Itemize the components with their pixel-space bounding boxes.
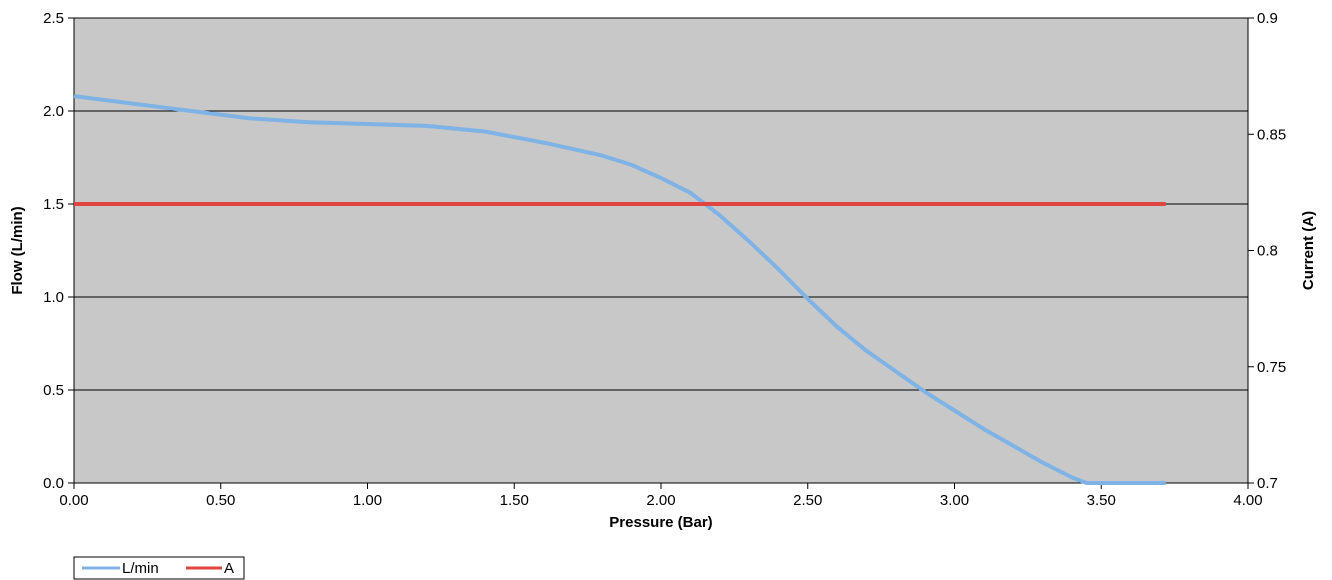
legend: L/min A (73, 556, 245, 580)
series-lines (73, 94, 1166, 485)
y2-tick-label: 0.75 (1257, 359, 1286, 376)
x-tick-label: 1.00 (353, 492, 382, 509)
y2-tick-label: 0.9 (1257, 10, 1278, 27)
x-tick-label: 2.00 (646, 492, 675, 509)
tick-labels: 0.0 0.5 1.0 1.5 2.0 2.5 0.7 0.75 0.8 0.85 0.9 0.00 0… (43, 10, 1286, 509)
x-tick-label: 4.00 (1233, 492, 1262, 509)
legend-box (73, 556, 245, 580)
plot-area (73, 17, 1249, 484)
y-axis-title: Flow (L/min) (9, 206, 26, 294)
y-tick-label: 1.5 (43, 196, 64, 213)
y2-axis-title: Current (A) (1300, 211, 1317, 290)
y2-tick-label: 0.8 (1257, 243, 1278, 260)
x-tick-label: 2.50 (793, 492, 822, 509)
y2-tick-label: 0.85 (1257, 126, 1286, 143)
y-tick-label: 1.0 (43, 289, 64, 306)
x-tick-label: 3.50 (1087, 492, 1116, 509)
y-tick-label: 0.0 (43, 475, 64, 492)
y-tick-label: 0.5 (43, 382, 64, 399)
y-tick-label: 2.5 (43, 10, 64, 27)
legend-label-flow: L/min (122, 560, 159, 577)
x-tick-label: 0.00 (59, 492, 88, 509)
series-line-flow (73, 94, 1166, 485)
legend-label-current: A (224, 560, 234, 577)
x-tick-label: 3.00 (940, 492, 969, 509)
axes (68, 17, 1254, 489)
y-tick-label: 2.0 (43, 103, 64, 120)
x-tick-label: 1.50 (500, 492, 529, 509)
x-axis-title: Pressure (Bar) (609, 514, 712, 531)
x-tick-label: 0.50 (206, 492, 235, 509)
y2-tick-label: 0.7 (1257, 475, 1278, 492)
